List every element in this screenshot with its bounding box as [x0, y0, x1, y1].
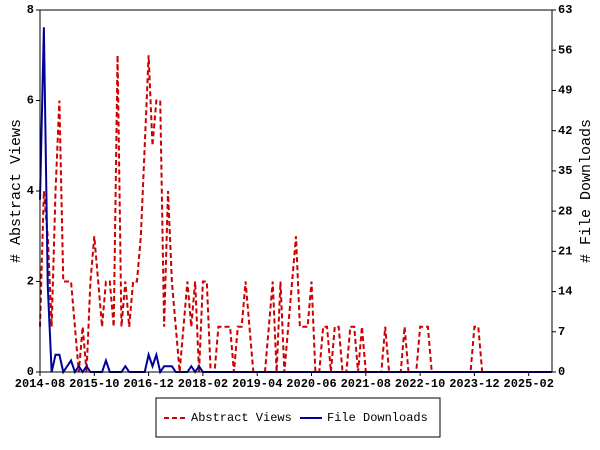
y2-tick-label: 56: [558, 43, 572, 57]
x-tick-label: 2020-06: [286, 377, 336, 391]
y2-tick-label: 63: [558, 3, 572, 17]
y-tick-label: 2: [27, 275, 34, 289]
y-tick-label: 4: [27, 184, 34, 198]
legend-label: Abstract Views: [191, 411, 292, 425]
y2-tick-label: 0: [558, 365, 565, 379]
y2-tick-label: 21: [558, 245, 572, 259]
plot-frame: [39, 9, 553, 373]
x-tick-label: 2025-02: [504, 377, 554, 391]
y-tick-label: 0: [27, 365, 34, 379]
y2-axis-label: # File Downloads: [578, 119, 595, 263]
x-tick-label: 2015-10: [69, 377, 119, 391]
y2-tick-label: 28: [558, 204, 572, 218]
y2-tick-label: 14: [558, 285, 572, 299]
x-tick-label: 2023-12: [449, 377, 499, 391]
x-tick-label: 2021-08: [341, 377, 391, 391]
legend-label: File Downloads: [327, 411, 428, 425]
x-tick-label: 2022-10: [395, 377, 445, 391]
x-tick-label: 2016-12: [123, 377, 173, 391]
y2-tick-label: 7: [558, 325, 565, 339]
y2-tick-label: 42: [558, 124, 572, 138]
x-tick-label: 2014-08: [15, 377, 65, 391]
x-tick-label: 2018-02: [178, 377, 228, 391]
y-axis-label: # Abstract Views: [8, 119, 25, 263]
y2-tick-label: 49: [558, 84, 572, 98]
x-tick-label: 2019-04: [232, 377, 282, 391]
y-tick-label: 6: [27, 94, 34, 108]
y-tick-label: 8: [27, 3, 34, 17]
legend-box: [155, 397, 441, 438]
y2-tick-label: 35: [558, 164, 572, 178]
